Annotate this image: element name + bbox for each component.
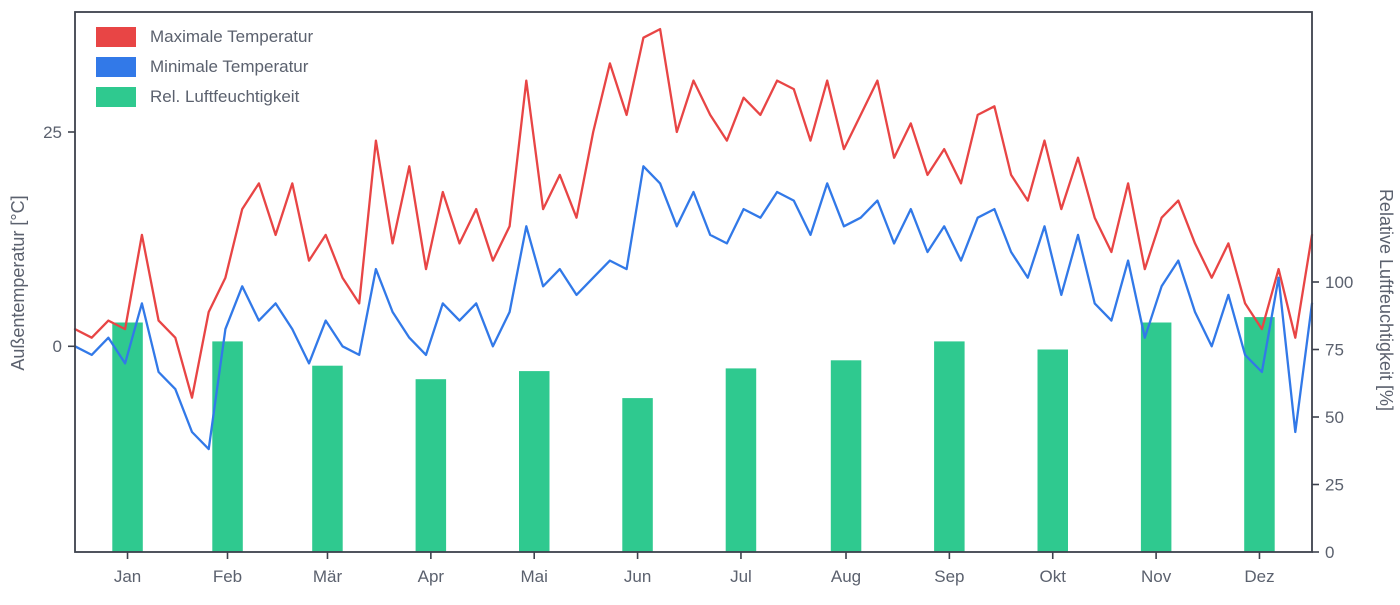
right-tick-label: 50 <box>1325 408 1344 427</box>
legend-swatch-max-temp <box>96 27 136 47</box>
right-tick-label: 75 <box>1325 340 1344 359</box>
x-tick-label-Mai: Mai <box>521 567 548 586</box>
right-tick-label: 100 <box>1325 273 1353 292</box>
plot-border <box>74 11 1313 553</box>
axes-group: 0 25 0 25 50 75 100 Jan Feb Mär Apr Mai Jun Jul Aug Sep… <box>43 11 1353 586</box>
x-tick-label-Mär: Mär <box>313 567 343 586</box>
humidity-bar-Sep <box>934 341 965 552</box>
legend-item-humidity: Rel. Luftfeuchtigkeit <box>96 87 313 107</box>
line-max-temp <box>73 27 1314 399</box>
x-tick-label-Jun: Jun <box>624 567 651 586</box>
temperature-lines-group <box>73 27 1314 451</box>
right-axis-title: Relative Luftfeuchtigkeit [%] <box>1376 189 1396 411</box>
legend-label-humidity: Rel. Luftfeuchtigkeit <box>150 87 300 106</box>
left-tick-label: 0 <box>53 337 62 356</box>
legend-swatch-min-temp <box>96 57 136 77</box>
humidity-bar-Feb <box>212 341 243 552</box>
humidity-bar-Okt <box>1037 349 1068 552</box>
x-tick-label-Okt: Okt <box>1040 567 1067 586</box>
x-tick-label-Feb: Feb <box>213 567 242 586</box>
humidity-bar-Aug <box>830 360 862 552</box>
humidity-bar-Jun <box>622 398 653 552</box>
legend-item-max-temp: Maximale Temperatur <box>96 27 313 47</box>
x-tick-label-Apr: Apr <box>418 567 445 586</box>
x-tick-label-Dez: Dez <box>1244 567 1274 586</box>
x-tick-label-Jul: Jul <box>730 567 752 586</box>
left-tick-label: 25 <box>43 123 62 142</box>
left-axis-title: Außentemperatur [°C] <box>8 195 28 370</box>
x-tick-label-Sep: Sep <box>934 567 964 586</box>
humidity-bar-Mai <box>519 371 550 552</box>
legend-label-max-temp: Maximale Temperatur <box>150 27 314 46</box>
humidity-bar-Dez <box>1244 317 1275 552</box>
right-tick-label: 0 <box>1325 543 1334 562</box>
humidity-bar-Apr <box>415 379 447 552</box>
right-tick-label: 25 <box>1325 475 1344 494</box>
humidity-bar-Jan <box>112 322 143 552</box>
legend-swatch-humidity <box>96 87 136 107</box>
legend-item-min-temp: Minimale Temperatur <box>96 57 313 77</box>
line-min-temp <box>73 165 1314 451</box>
legend: Maximale Temperatur Minimale Temperatur … <box>96 27 313 107</box>
humidity-bar-Nov <box>1140 322 1172 552</box>
humidity-bars-group <box>112 317 1275 552</box>
legend-label-min-temp: Minimale Temperatur <box>150 57 309 76</box>
humidity-bar-Mär <box>312 365 343 552</box>
x-tick-label-Aug: Aug <box>831 567 861 586</box>
humidity-bar-Jul <box>725 368 757 552</box>
x-tick-label-Jan: Jan <box>114 567 141 586</box>
x-tick-label-Nov: Nov <box>1141 567 1172 586</box>
